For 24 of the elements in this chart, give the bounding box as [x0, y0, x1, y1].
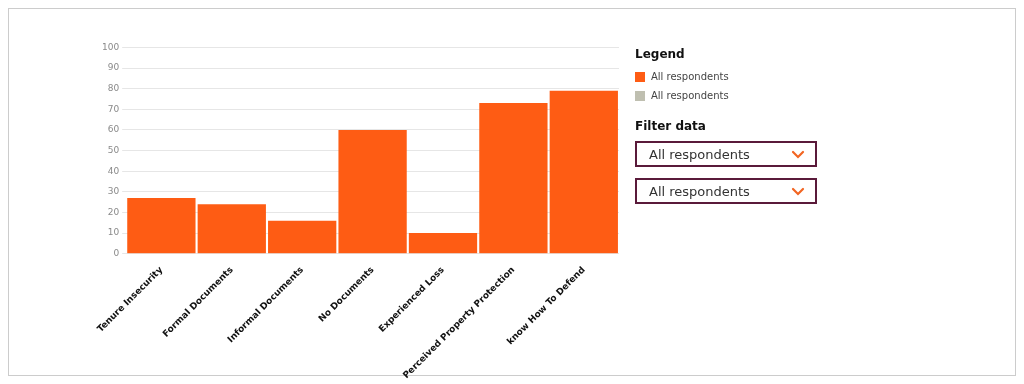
y-tick-label: 80 [107, 83, 120, 94]
legend-label: All respondents [651, 90, 729, 101]
legend-label: All respondents [651, 71, 729, 82]
bar [127, 198, 196, 254]
text: All respondents [649, 146, 750, 162]
y-tick-label: 30 [107, 186, 120, 197]
y-tick-label: 0 [113, 248, 120, 259]
bar [197, 204, 266, 254]
bar [338, 129, 407, 254]
bar [408, 233, 478, 254]
y-tick-label: 20 [107, 206, 120, 217]
bar [479, 103, 548, 254]
y-tick-label: 40 [107, 165, 120, 176]
y-tick-label: 60 [107, 124, 120, 135]
y-tick-label: 50 [107, 144, 120, 155]
y-tick-label: 90 [107, 62, 120, 73]
y-tick-label: 10 [107, 227, 120, 238]
y-tick-label: 70 [107, 103, 120, 114]
legend-title: Legend [635, 47, 686, 61]
y-tick-label: 100 [101, 41, 120, 52]
text: All respondents [649, 183, 750, 199]
bar [268, 220, 337, 254]
bar [549, 90, 618, 254]
text: Filter data [635, 119, 707, 133]
